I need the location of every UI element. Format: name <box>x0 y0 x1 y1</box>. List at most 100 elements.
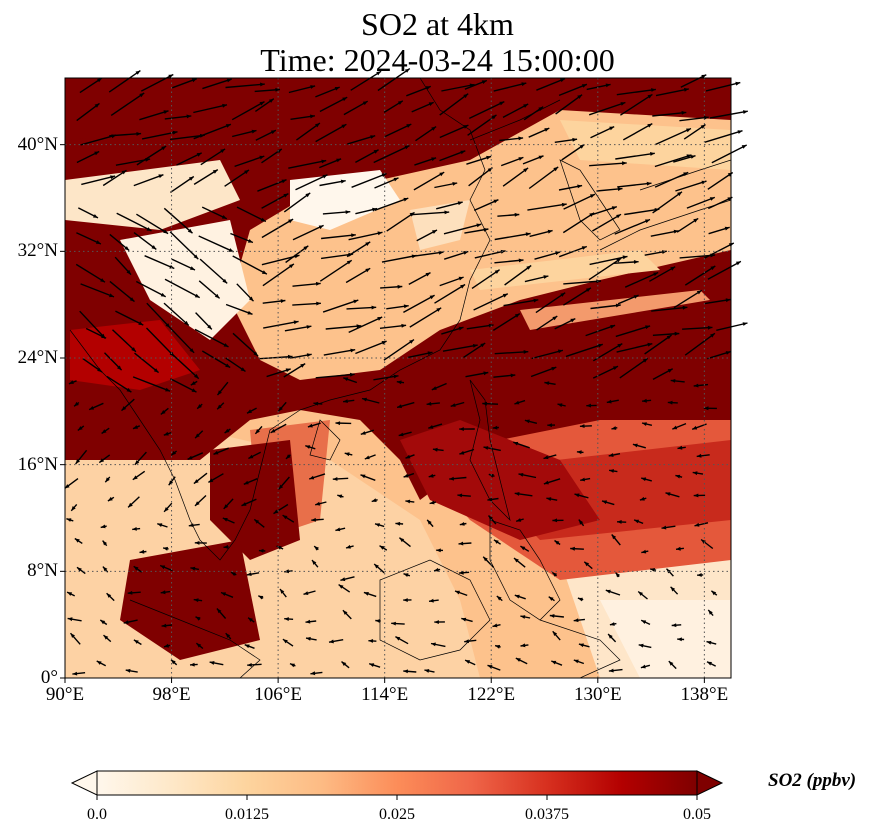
wind-arrow <box>563 193 596 210</box>
wind-arrow <box>520 615 531 619</box>
wind-arrow <box>223 498 234 510</box>
wind-arrow <box>289 662 296 668</box>
wind-arrow <box>608 469 618 473</box>
wind-arrow <box>127 590 141 595</box>
wind-arrow <box>160 407 169 415</box>
wind-arrow <box>328 639 344 644</box>
wind-arrow <box>558 83 588 97</box>
colorbar-tick-label: 0.025 <box>379 806 415 823</box>
gridlines <box>65 78 731 678</box>
x-tick-label: 90°E <box>45 684 85 705</box>
wind-arrow <box>288 159 327 169</box>
wind-arrow <box>348 231 383 241</box>
wind-arrow <box>558 245 588 258</box>
wind-arrow <box>134 352 160 374</box>
wind-arrow <box>68 380 77 385</box>
wind-arrow <box>494 350 529 355</box>
wind-arrow <box>403 669 417 674</box>
wind-arrow <box>482 556 495 568</box>
wind-arrow <box>216 402 225 410</box>
wind-arrow <box>202 78 232 90</box>
wind-arrow <box>341 661 350 669</box>
wind-arrow <box>573 618 585 623</box>
wind-arrow <box>308 473 326 480</box>
wind-arrow <box>640 619 651 626</box>
wind-arrow <box>305 619 317 624</box>
wind-arrow <box>225 303 253 315</box>
wind-arrow <box>386 211 415 232</box>
wind-arrow <box>454 590 468 597</box>
wind-arrow <box>522 155 544 165</box>
wind-arrow <box>171 78 198 89</box>
wind-arrow <box>109 280 135 303</box>
wind-arrow <box>606 399 619 404</box>
wind-arrow <box>246 407 257 414</box>
colorbar-tick-label: 0.0125 <box>225 806 269 823</box>
wind-arrow <box>335 421 352 426</box>
wind-arrow <box>133 174 164 187</box>
wind-arrow <box>322 299 359 313</box>
wind-arrow <box>577 597 584 602</box>
wind-arrow <box>98 454 111 464</box>
wind-arrow <box>346 305 377 310</box>
wind-arrow <box>305 636 317 641</box>
wind-arrow <box>459 448 475 455</box>
wind-arrow <box>613 260 639 264</box>
wind-arrow <box>383 339 415 361</box>
wind-arrow <box>398 431 412 437</box>
wind-arrow <box>637 590 648 600</box>
wind-arrow <box>132 376 171 392</box>
wind-arrow <box>434 620 445 624</box>
wind-arrow <box>209 661 224 666</box>
wind-arrow <box>335 527 346 532</box>
wind-arrow <box>262 299 286 304</box>
wind-arrow <box>555 94 583 115</box>
wind-arrow <box>144 255 175 270</box>
wind-arrow <box>254 87 281 93</box>
wind-arrow <box>434 182 458 189</box>
wind-arrow <box>500 156 524 167</box>
wind-arrow <box>609 622 617 626</box>
wind-arrow <box>492 313 521 331</box>
wind-arrow <box>395 521 404 526</box>
wind-arrow <box>340 576 355 582</box>
wind-arrow <box>529 229 553 238</box>
wind-arrow <box>439 93 469 116</box>
wind-arrow <box>554 539 561 546</box>
wind-arrow <box>650 229 679 237</box>
wind-arrow <box>115 310 144 326</box>
wind-arrow <box>590 125 615 139</box>
map-subtitle: Time: 2024-03-24 15:00:00 <box>260 42 615 78</box>
wind-arrow <box>244 644 255 649</box>
wind-arrow <box>487 497 499 502</box>
wind-arrow <box>583 561 593 570</box>
wind-arrow <box>188 523 200 528</box>
wind-arrow <box>676 217 699 233</box>
wind-arrow <box>546 497 558 501</box>
wind-arrow <box>104 352 123 371</box>
y-ticks <box>60 144 65 679</box>
wind-arrow <box>342 609 352 620</box>
wind-arrow <box>527 202 567 211</box>
wind-arrow <box>667 400 678 405</box>
x-tick-label: 106°E <box>254 684 302 705</box>
wind-arrow <box>654 154 692 168</box>
wind-arrow <box>162 546 169 551</box>
wind-arrow <box>193 103 228 114</box>
wind-arrow <box>313 401 323 406</box>
wind-arrow <box>140 73 174 92</box>
wind-arrow <box>99 619 108 626</box>
wind-arrow <box>230 571 237 577</box>
wind-arrow <box>163 502 173 513</box>
wind-arrow <box>579 424 592 428</box>
wind-arrow <box>232 332 259 357</box>
wind-arrow <box>325 324 362 330</box>
wind-arrow <box>164 278 201 299</box>
wind-arrow <box>494 644 501 649</box>
wind-arrow <box>415 126 437 142</box>
wind-arrow <box>277 401 287 412</box>
wind-arrow <box>199 258 228 284</box>
wind-arrow <box>617 294 639 305</box>
wind-arrow <box>127 496 140 508</box>
wind-arrow <box>208 473 224 484</box>
